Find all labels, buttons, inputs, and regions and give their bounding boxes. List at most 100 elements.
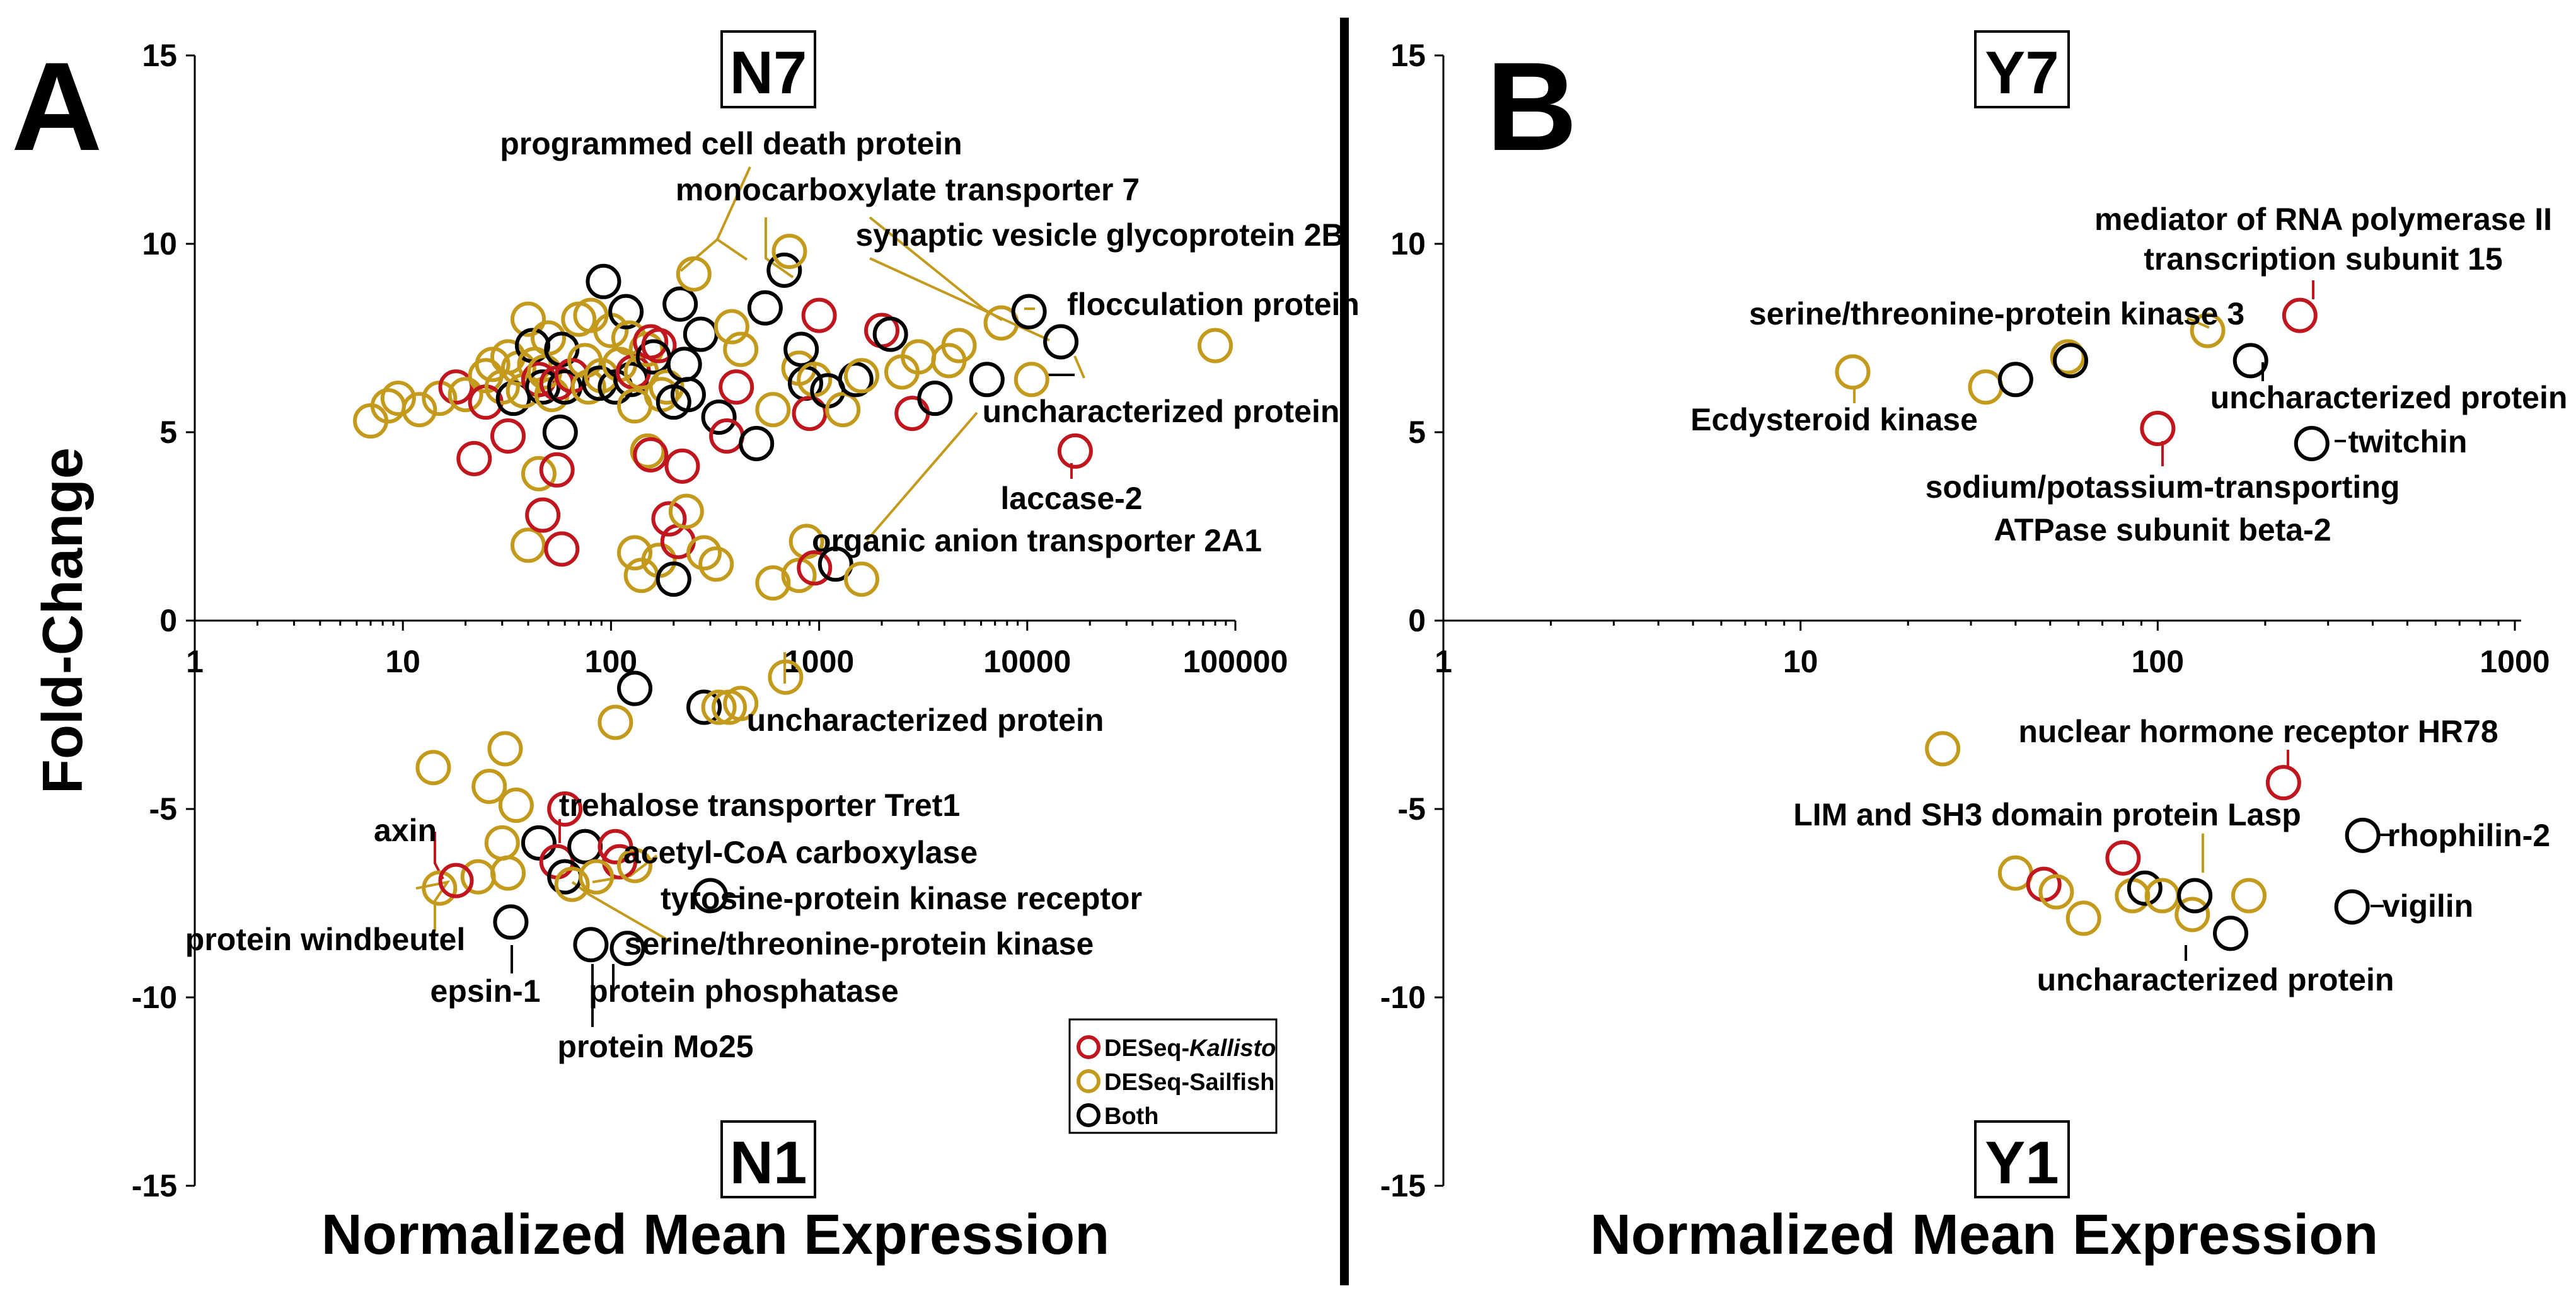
data-point-both — [609, 931, 645, 967]
data-point-sailfish — [844, 561, 880, 597]
annot-lim: LIM and SH3 domain protein Lasp — [1793, 797, 2301, 832]
panel-b-x-tick-label: 1000 — [2480, 644, 2550, 679]
data-point-sailfish — [2038, 874, 2074, 910]
data-point-sailfish — [487, 731, 523, 767]
data-point-sailfish — [617, 847, 653, 883]
data-point-sailfish — [598, 704, 633, 740]
leader-windbeutel — [415, 880, 451, 931]
panel-a-y-ticks: 15 10 5 0 -5 -10 -15 — [132, 38, 195, 1203]
data-point-both — [739, 425, 775, 461]
data-point-both — [542, 415, 578, 450]
data-point-both — [969, 362, 1005, 398]
panel-a-y-tick-label: 10 — [142, 226, 177, 261]
data-point-both — [817, 546, 853, 582]
panel-b-y-ticks: 15 10 5 0 -5 -10 -15 — [1380, 38, 1443, 1203]
data-point-kallisto — [801, 297, 837, 333]
panel-b-x-axis-label: Normalized Mean Expression — [1590, 1203, 2378, 1266]
data-point-both — [567, 829, 603, 864]
data-point-sailfish — [713, 309, 749, 345]
annot-mediator-2: transcription subunit 15 — [2144, 241, 2503, 277]
annot-uncharacterized-lower: uncharacterized protein — [747, 703, 1104, 738]
data-point-kallisto — [664, 448, 700, 484]
annot-monocarboxylate: monocarboxylate transporter 7 — [676, 172, 1140, 207]
data-point-sailfish — [521, 456, 557, 491]
panel-a-y-tick-label: 0 — [159, 603, 177, 638]
panel-b-y-tick-label: 0 — [1408, 603, 1426, 638]
panel-a-y-tick-label: -15 — [132, 1168, 177, 1203]
panel-b-x-tick-label: 10 — [1783, 644, 1818, 679]
legend-both-marker — [1077, 1103, 1100, 1127]
data-point-sailfish — [511, 301, 546, 337]
panel-a-y-tick-label: -10 — [132, 980, 177, 1015]
panel-b-y-tick-label: 5 — [1408, 415, 1426, 450]
data-point-sailfish — [511, 527, 546, 563]
panel-b-top-label: Y7 — [1985, 39, 2059, 106]
annot-epsin: epsin-1 — [430, 973, 540, 1009]
annot-serine-3: serine/threonine-protein kinase 3 — [1749, 296, 2244, 331]
data-point-kallisto — [539, 452, 575, 488]
annot-sodium-2: ATPase subunit beta-2 — [1994, 512, 2331, 548]
data-point-sailfish — [1835, 354, 1871, 390]
data-point-sailfish — [668, 493, 704, 529]
panel-b-y-tick-label: 15 — [1390, 38, 1426, 73]
data-point-sailfish — [686, 535, 722, 571]
annot-sodium-1: sodium/potassium-transporting — [1926, 469, 2400, 505]
leader-serine-3 — [2186, 317, 2210, 329]
data-point-sailfish — [768, 659, 804, 695]
data-point-both — [1011, 294, 1047, 330]
data-point-sailfish — [825, 392, 861, 428]
data-point-sailfish — [579, 859, 615, 895]
data-point-kallisto — [490, 418, 526, 454]
data-point-both — [2334, 889, 2370, 925]
annot-serine: serine/threonine-protein kinase — [625, 926, 1094, 961]
panel-b-y-tick-label: 10 — [1390, 226, 1426, 261]
data-point-both — [1043, 324, 1079, 360]
data-point-kallisto — [641, 328, 677, 364]
data-point-sailfish — [490, 855, 526, 891]
panel-a-letter: A — [11, 37, 102, 177]
data-point-sailfish — [698, 546, 734, 582]
leader-programmed-cell-death-2 — [716, 238, 748, 261]
data-point-kallisto — [544, 531, 580, 567]
annot-axin: axin — [374, 813, 437, 848]
data-point-kallisto — [1057, 433, 1093, 469]
data-point-both — [2052, 343, 2088, 379]
panel-b-points — [1835, 297, 2381, 951]
annot-vigilin: vigilin — [2383, 888, 2473, 924]
panel-b-bottom-label-box — [1974, 1120, 2070, 1198]
panel-b-x-ticks: 1 10 100 1000 — [1435, 621, 2550, 679]
annot-acetyl: acetyl-CoA carboxylase — [623, 835, 978, 870]
annot-rhophilin: rhophilin-2 — [2388, 818, 2550, 853]
data-point-both — [2177, 878, 2213, 914]
data-point-both — [783, 331, 819, 367]
panel-a-x-tick-label: 10000 — [983, 644, 1071, 679]
data-point-sailfish — [723, 331, 759, 367]
data-point-sailfish — [2144, 878, 2180, 914]
data-point-kallisto — [894, 396, 930, 432]
data-point-kallisto — [792, 396, 828, 432]
legend-kallisto-label: DESeq-Kallisto — [1104, 1035, 1276, 1062]
panel-a-bottom-label: N1 — [730, 1129, 807, 1196]
data-point-sailfish — [401, 392, 437, 428]
data-point-sailfish — [1925, 731, 1961, 767]
annot-laccase: laccase-2 — [1000, 481, 1142, 516]
panel-a-x-ticks: 1 10 100 1000 10000 100000 — [186, 621, 1288, 679]
annot-windbeutel: protein windbeutel — [185, 922, 465, 957]
panel-b-x-tick-label: 1 — [1435, 644, 1452, 679]
data-point-both — [838, 362, 874, 398]
annot-uncharacterized-upper: uncharacterized protein — [983, 394, 1340, 429]
data-point-sailfish — [554, 866, 590, 902]
annot-programmed-cell-death: programmed cell death protein — [500, 126, 962, 161]
annot-synaptic: synaptic vesicle glycoprotein 2B — [855, 217, 1344, 253]
panel-a-annotations: programmed cell death protein monocarbox… — [185, 126, 1360, 1064]
panel-a-y-tick-label: 15 — [142, 38, 177, 73]
data-point-sailfish — [1198, 328, 1233, 364]
data-point-kallisto — [2140, 411, 2176, 447]
leader-organic-anion — [865, 411, 978, 542]
data-point-both — [766, 252, 802, 288]
data-point-both — [701, 399, 737, 435]
data-point-both — [683, 316, 719, 352]
data-point-both — [670, 377, 706, 413]
annot-flocculation: flocculation protein — [1067, 287, 1360, 322]
